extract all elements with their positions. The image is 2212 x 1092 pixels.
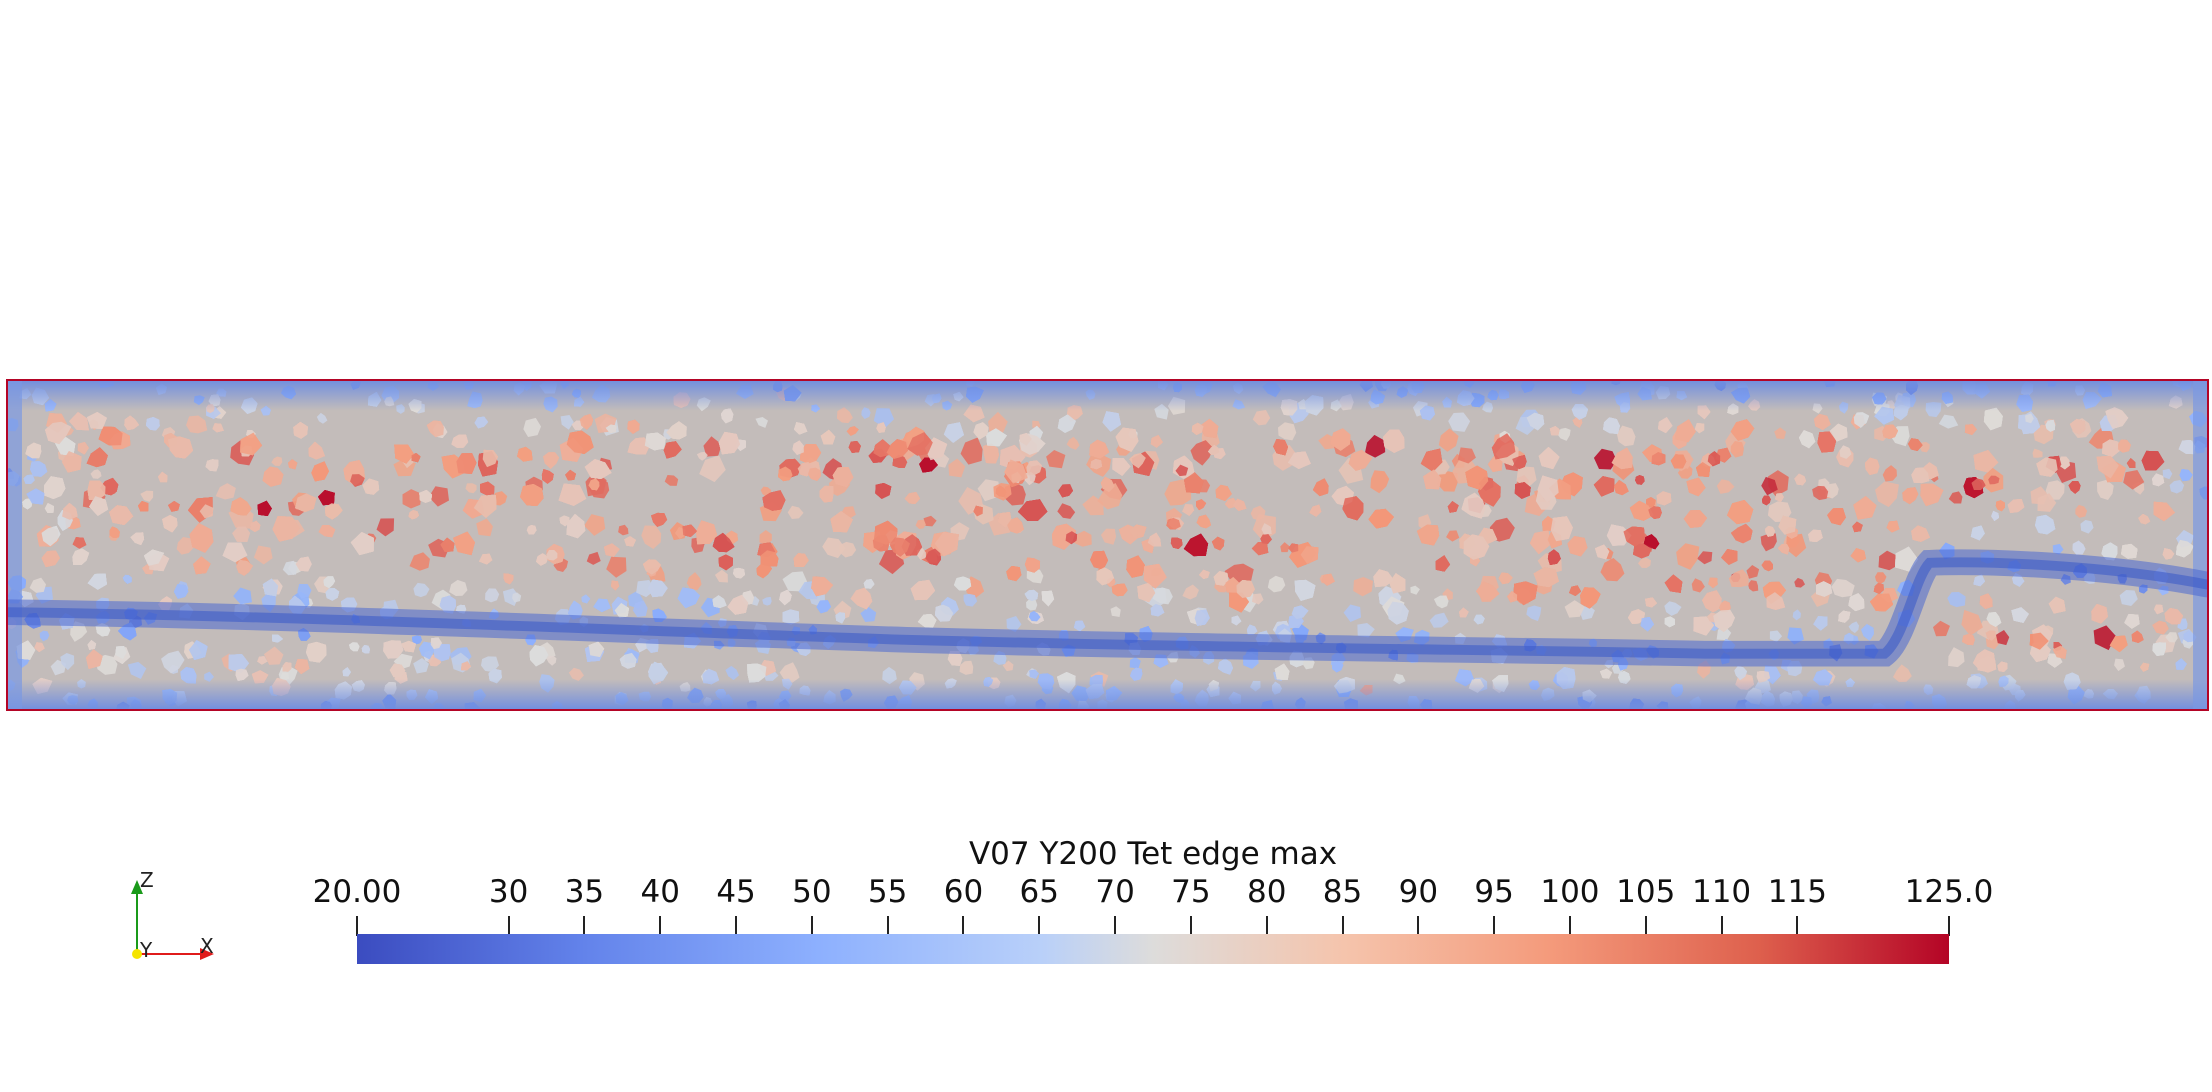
colorbar-tick-label: 80	[1246, 874, 1287, 910]
colorbar-tick-mark	[886, 916, 889, 936]
colorbar-tick-label: 55	[867, 874, 908, 910]
colorbar-tick-label: 125.0	[1904, 874, 1994, 910]
colorbar-tick-mark	[1948, 916, 1950, 936]
x-axis-label: X	[200, 934, 214, 958]
colorbar-tick-label: 100	[1540, 874, 1600, 910]
z-axis-label: Z	[140, 868, 154, 892]
colorbar-tick-label: 30	[488, 874, 529, 910]
colorbar-tick-mark	[1720, 916, 1723, 936]
colorbar-tick-label: 45	[716, 874, 756, 910]
colorbar-tick-mark	[1265, 916, 1268, 936]
colorbar-tick-mark	[356, 916, 358, 936]
colorbar-tick-label: 70	[1095, 874, 1135, 910]
colorbar-tick-mark	[1038, 916, 1041, 936]
colorbar-tick-mark	[583, 916, 586, 936]
colorbar-title: V07 Y200 Tet edge max	[968, 836, 1338, 872]
y-axis-label: Y	[140, 938, 153, 962]
colorbar-tick-mark	[962, 916, 965, 936]
colorbar-tick-label: 60	[943, 874, 984, 910]
colorbar-tick-label: 75	[1171, 874, 1211, 910]
colorbar-tick-mark	[1796, 916, 1799, 936]
colorbar-tick-mark	[659, 916, 662, 936]
colorbar-tick-mark	[1341, 916, 1344, 936]
colorbar-tick-label: 40	[640, 874, 680, 910]
mesh-surface	[6, 379, 2209, 711]
z-axis-arrow	[131, 880, 143, 894]
colorbar-tick-mark	[507, 916, 510, 936]
mesh-cells	[8, 381, 2207, 709]
colorbar-tick-mark	[1189, 916, 1192, 936]
colorbar-tick-mark	[1417, 916, 1420, 936]
colorbar-tick-label: 35	[564, 874, 605, 910]
colorbar-tick-mark	[1568, 916, 1571, 936]
colorbar-tick-label: 50	[792, 874, 832, 910]
colorbar-tick-label: 110	[1691, 874, 1752, 910]
colorbar-tick-mark	[1644, 916, 1647, 936]
orientation-axes: Z Y X	[118, 868, 228, 962]
colorbar-tick-label: 105	[1616, 874, 1676, 910]
colorbar-tick-label: 95	[1474, 874, 1514, 910]
colorbar-tick-label: 85	[1322, 874, 1363, 910]
colorbar-gradient	[357, 934, 1949, 964]
colorbar-tick-mark	[1493, 916, 1496, 936]
colorbar-tick-label: 90	[1398, 874, 1439, 910]
colorbar-tick-label: 65	[1019, 874, 1060, 910]
axes-triad-icon	[131, 880, 214, 960]
colorbar-tick-label: 115	[1767, 874, 1827, 910]
colorbar-tick-mark	[810, 916, 813, 936]
x-axis-arrow	[200, 948, 214, 960]
colorbar-tick-label: 20.00	[312, 874, 402, 910]
colorbar-tick-mark	[1114, 916, 1117, 936]
y-axis-origin	[132, 949, 142, 959]
colorbar-tick-mark	[735, 916, 738, 936]
